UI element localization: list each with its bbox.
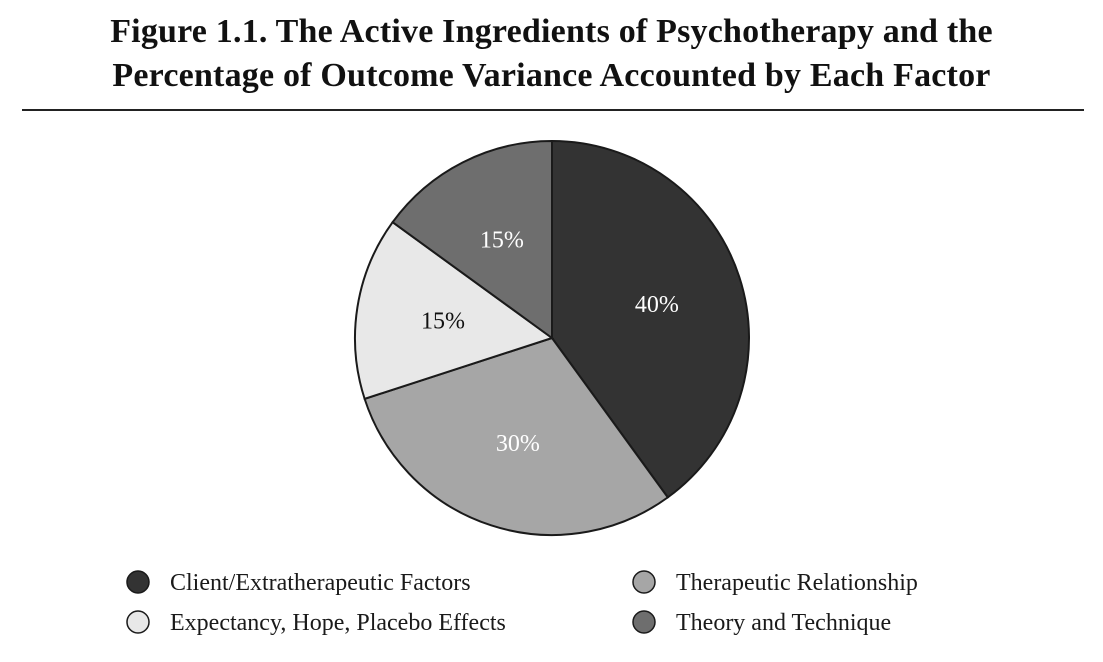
legend-item-therapeutic-relationship: Therapeutic Relationship <box>632 570 918 596</box>
pie-slice-therapeutic-relationship <box>363 336 670 536</box>
legend: Client/Extratherapeutic Factors Therapeut… <box>126 570 918 636</box>
legend-item-expectancy-hope-placebo-effects: Expectancy, Hope, Placebo Effects <box>126 610 506 636</box>
legend-label: Therapeutic Relationship <box>676 570 918 596</box>
pie-slice-label-expectancy-hope-placebo-effects: 15% <box>421 309 465 335</box>
legend-label: Theory and Technique <box>676 610 891 636</box>
legend-item-client-extratherapeutic-factors: Client/Extratherapeutic Factors <box>126 570 471 596</box>
pie-slice-label-client-extratherapeutic-factors: 40% <box>635 292 679 318</box>
legend-swatch <box>126 610 150 634</box>
pie-slice-theory-and-technique <box>391 139 553 340</box>
legend-label: Client/Extratherapeutic Factors <box>170 570 471 596</box>
legend-swatch <box>632 570 656 594</box>
legend-swatch <box>632 610 656 634</box>
pie-slice-label-therapeutic-relationship: 30% <box>496 431 540 457</box>
legend-swatch <box>126 570 150 594</box>
pie-slice-labels: 40% 30% 15% 15% <box>421 228 679 457</box>
pie-slices <box>354 139 750 536</box>
legend-item-theory-and-technique: Theory and Technique <box>632 610 891 636</box>
chart-title-line-1: Figure 1.1. The Active Ingredients of Ps… <box>110 13 993 50</box>
legend-label: Expectancy, Hope, Placebo Effects <box>170 610 506 636</box>
title-divider <box>22 109 1084 111</box>
pie-slice-label-theory-and-technique: 15% <box>480 228 524 254</box>
pie-slice-expectancy-hope-placebo-effects <box>354 220 555 401</box>
chart-title-line-2: Percentage of Outcome Variance Accounted… <box>112 57 991 94</box>
pie-slice-client-extratherapeutic-factors <box>551 139 750 499</box>
chart-title: Figure 1.1. The Active Ingredients of Ps… <box>0 10 1103 98</box>
